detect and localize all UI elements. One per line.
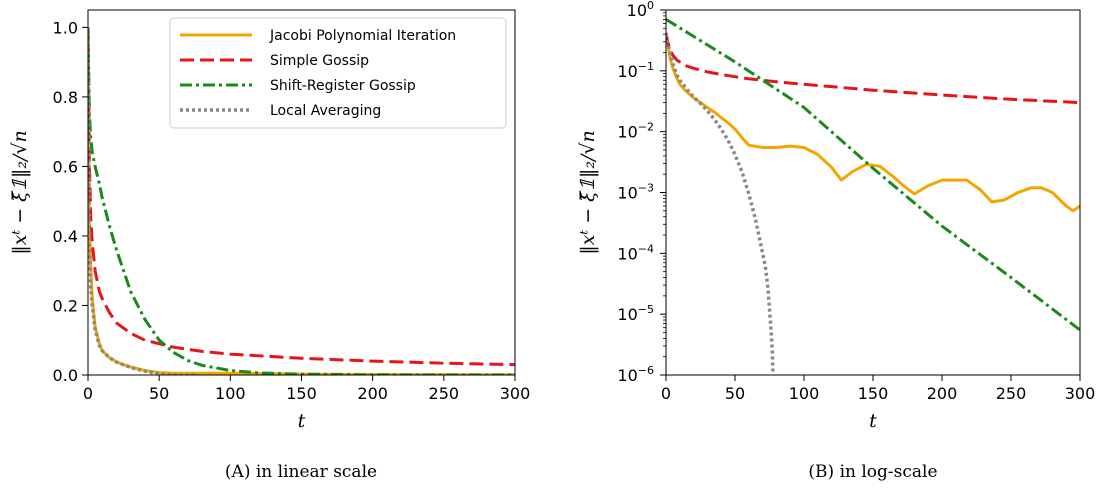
y-tick-label: 0.0 bbox=[53, 366, 78, 385]
y-tick-label: 10−4 bbox=[617, 242, 654, 263]
y-tick-label: 10−1 bbox=[617, 60, 654, 81]
legend: Jacobi Polynomial Iteration Simple Gossip… bbox=[169, 17, 507, 129]
legend-box bbox=[169, 17, 507, 129]
y-tick-label: 0.2 bbox=[53, 296, 78, 315]
x-tick-label: 100 bbox=[215, 384, 246, 403]
x-tick-label: 200 bbox=[357, 384, 388, 403]
y-tick-label: 1.0 bbox=[53, 18, 78, 37]
x-tick-label: 100 bbox=[789, 384, 820, 403]
chart-panel-2: 0 50 100 150 200 250 300 100 10−1 10−2 10−3 10−4 10−… bbox=[577, 0, 1095, 482]
series-line-simple-gossip bbox=[88, 27, 515, 367]
series-line-jacobi-polynomial-iteration bbox=[666, 33, 1080, 213]
y-tick-label: 10−5 bbox=[617, 303, 654, 324]
x-tick-label: 150 bbox=[858, 384, 889, 403]
series-group bbox=[88, 27, 515, 375]
legend-label: Simple Gossip bbox=[270, 53, 369, 69]
y-axis-label: ‖xᵗ − ξ̄𝟙‖₂/√n bbox=[9, 130, 31, 254]
x-tick-label: 300 bbox=[500, 384, 531, 403]
legend-label: Shift-Register Gossip bbox=[270, 78, 416, 94]
x-tick-label: 0 bbox=[83, 384, 93, 403]
x-tick-label: 300 bbox=[1065, 384, 1096, 403]
x-tick-label: 250 bbox=[996, 384, 1027, 403]
x-tick-label: 50 bbox=[725, 384, 745, 403]
series-line-shift-register-gossip bbox=[88, 27, 515, 375]
y-tick-label: 0.8 bbox=[53, 88, 78, 107]
panel-caption: (B) in log-scale bbox=[808, 462, 937, 482]
y-tick-label: 10−6 bbox=[617, 364, 654, 385]
series-line-shift-register-gossip bbox=[666, 18, 1080, 332]
chart-panel-1: 0 50 100 150 200 250 300 0.0 0.2 0.4 0.6 0.8 1.0 t ‖xᵗ… bbox=[9, 9, 531, 482]
y-tick-label: 10−2 bbox=[617, 121, 654, 142]
x-axis-label: t bbox=[869, 410, 877, 432]
y-tick-label: 100 bbox=[627, 0, 654, 20]
x-tick-label: 50 bbox=[149, 384, 169, 403]
series-line-simple-gossip bbox=[666, 32, 1080, 105]
series-group bbox=[666, 18, 1080, 375]
x-tick-label: 150 bbox=[286, 384, 317, 403]
legend-label: Jacobi Polynomial Iteration bbox=[269, 28, 456, 44]
x-tick-label: 250 bbox=[429, 384, 460, 403]
x-tick-label: 200 bbox=[927, 384, 958, 403]
legend-label: Local Averaging bbox=[270, 103, 381, 119]
y-axis-label: ‖xᵗ − ξ̄𝟙‖₂/√n bbox=[577, 130, 599, 254]
y-tick-label: 10−3 bbox=[617, 182, 654, 203]
y-tick-label: 0.6 bbox=[53, 157, 78, 176]
y-tick-label: 0.4 bbox=[53, 227, 78, 246]
x-axis-label: t bbox=[298, 410, 306, 432]
x-tick-label: 0 bbox=[661, 384, 671, 403]
panel-caption: (A) in linear scale bbox=[225, 462, 377, 482]
